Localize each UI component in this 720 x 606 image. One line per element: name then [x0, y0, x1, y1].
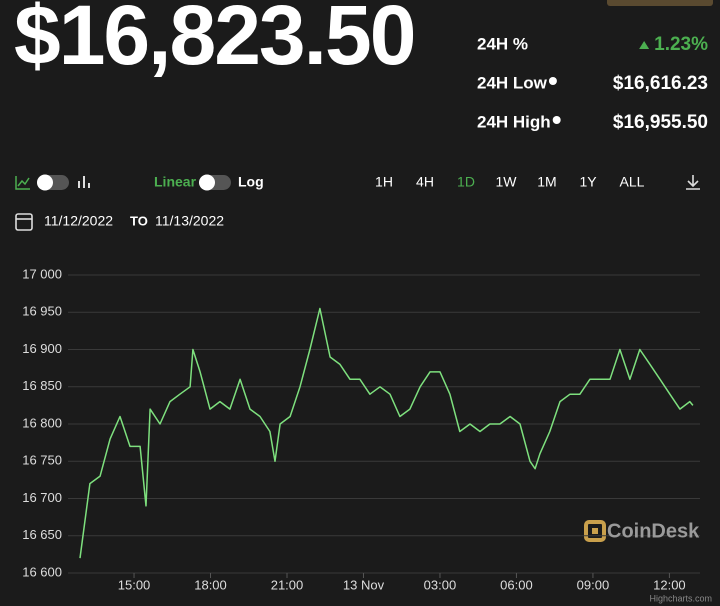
watermark: CoinDesk [607, 520, 700, 542]
x-tick-label: 06:00 [500, 577, 533, 592]
y-tick-label: 16 650 [22, 527, 62, 542]
range-button[interactable]: 1H [375, 174, 393, 190]
bar-icon[interactable] [78, 176, 90, 188]
x-tick-label: 13 Nov [343, 577, 385, 592]
y-tick-label: 16 750 [22, 453, 62, 468]
chart-type-toggle[interactable] [37, 174, 69, 191]
x-tick-label: 09:00 [577, 577, 610, 592]
up-arrow [639, 41, 650, 49]
stat-label: 24H Low [477, 73, 548, 92]
price: $16,823.50 [14, 0, 414, 82]
y-tick-label: 16 800 [22, 415, 62, 430]
range-button[interactable]: 1M [537, 174, 556, 190]
date-separator: TO [130, 213, 148, 228]
stat-label: 24H High [477, 112, 551, 131]
stat-label: 24H % [477, 34, 528, 53]
info-icon[interactable] [552, 116, 561, 124]
download-icon[interactable] [686, 175, 700, 190]
scale-option[interactable]: Log [238, 174, 264, 190]
stat-value: 1.23% [654, 34, 708, 55]
area-icon[interactable] [15, 176, 30, 190]
y-tick-label: 16 850 [22, 378, 62, 393]
coindesk-logo [584, 520, 606, 542]
calendar-icon[interactable] [15, 213, 33, 231]
scale-option[interactable]: Linear [154, 174, 197, 190]
y-tick-label: 16 600 [22, 564, 62, 579]
x-tick-label: 15:00 [118, 577, 151, 592]
y-tick-label: 16 900 [22, 341, 62, 356]
info-icon[interactable] [548, 77, 557, 85]
top-button[interactable] [607, 0, 713, 6]
y-tick-label: 16 700 [22, 490, 62, 505]
x-tick-label: 12:00 [653, 577, 686, 592]
range-button[interactable]: 1W [496, 174, 518, 190]
x-tick-label: 21:00 [271, 577, 304, 592]
x-tick-label: 03:00 [424, 577, 457, 592]
credits[interactable]: Highcharts.com [649, 593, 712, 603]
range-button[interactable]: 4H [416, 174, 434, 190]
y-tick-label: 17 000 [22, 266, 62, 281]
stat-value: $16,616.23 [613, 73, 708, 94]
stat-value: $16,955.50 [613, 112, 708, 133]
date-from[interactable]: 11/12/2022 [44, 213, 113, 229]
date-to[interactable]: 11/13/2022 [155, 213, 224, 229]
range-button[interactable]: 1D [457, 174, 475, 190]
x-tick-label: 18:00 [194, 577, 227, 592]
price-line [79, 307, 694, 559]
range-button[interactable]: 1Y [579, 174, 597, 190]
range-button[interactable]: ALL [620, 174, 645, 190]
y-tick-label: 16 950 [22, 304, 62, 319]
scale-toggle[interactable] [199, 174, 231, 191]
